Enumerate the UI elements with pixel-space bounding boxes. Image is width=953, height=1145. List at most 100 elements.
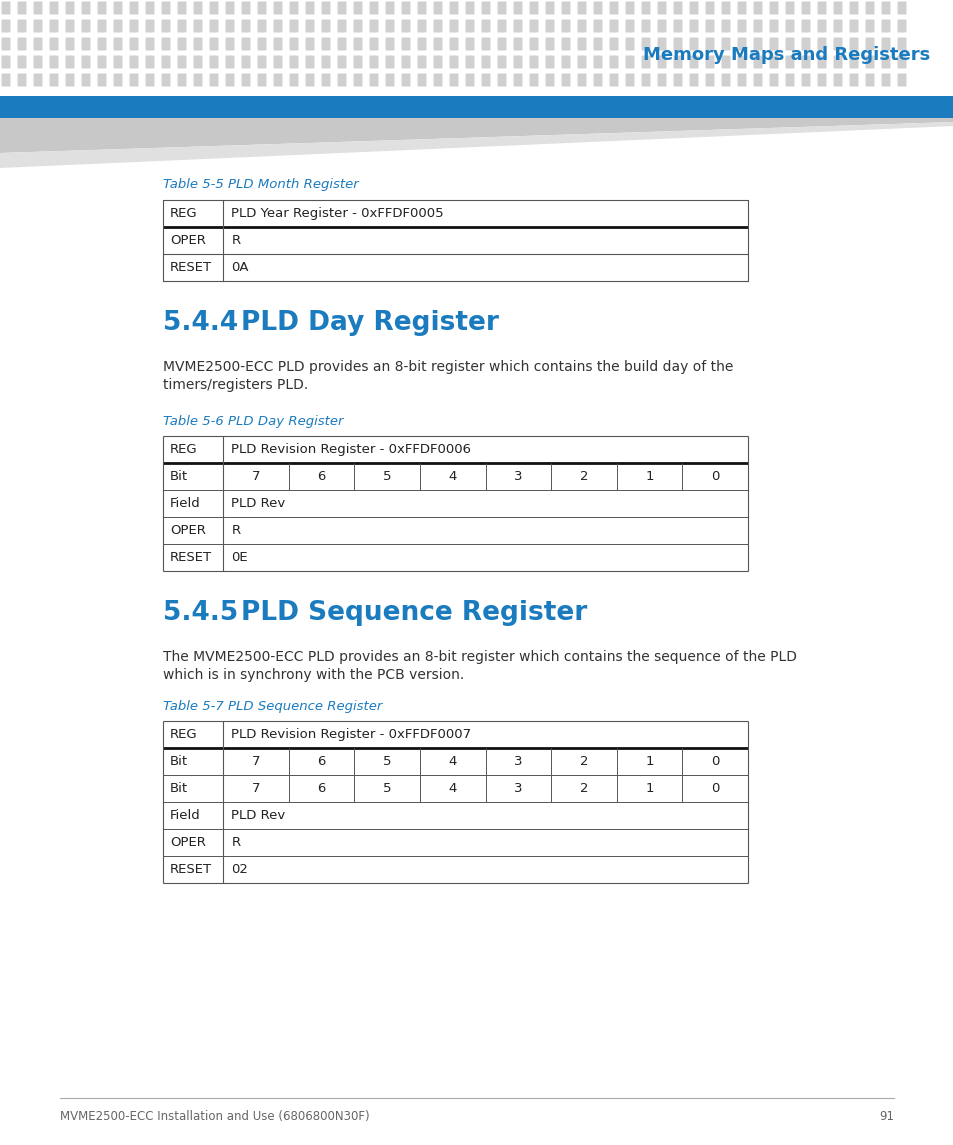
FancyBboxPatch shape [737,19,745,32]
Text: Field: Field [170,497,200,510]
FancyBboxPatch shape [848,55,858,69]
Text: 02: 02 [231,863,248,876]
Text: 4: 4 [448,469,456,483]
FancyBboxPatch shape [113,38,122,50]
FancyBboxPatch shape [433,19,442,32]
FancyBboxPatch shape [801,55,810,69]
FancyBboxPatch shape [769,55,778,69]
FancyBboxPatch shape [465,19,474,32]
FancyBboxPatch shape [881,55,889,69]
FancyBboxPatch shape [354,73,362,87]
FancyBboxPatch shape [161,38,171,50]
FancyBboxPatch shape [146,73,154,87]
FancyBboxPatch shape [33,19,43,32]
FancyBboxPatch shape [241,1,251,15]
FancyBboxPatch shape [609,1,618,15]
FancyBboxPatch shape [657,55,666,69]
FancyBboxPatch shape [66,1,74,15]
FancyBboxPatch shape [241,38,251,50]
FancyBboxPatch shape [513,38,522,50]
FancyBboxPatch shape [577,55,586,69]
FancyBboxPatch shape [848,73,858,87]
FancyBboxPatch shape [274,73,282,87]
FancyBboxPatch shape [385,19,395,32]
FancyBboxPatch shape [640,73,650,87]
FancyBboxPatch shape [673,38,681,50]
FancyBboxPatch shape [705,38,714,50]
FancyBboxPatch shape [97,19,107,32]
FancyBboxPatch shape [177,73,186,87]
FancyBboxPatch shape [449,73,458,87]
FancyBboxPatch shape [561,1,570,15]
FancyBboxPatch shape [753,55,761,69]
FancyBboxPatch shape [673,1,681,15]
FancyBboxPatch shape [321,38,330,50]
FancyBboxPatch shape [305,1,314,15]
Text: timers/registers PLD.: timers/registers PLD. [163,378,308,392]
FancyBboxPatch shape [210,38,218,50]
Text: 4: 4 [448,782,456,795]
FancyBboxPatch shape [2,73,10,87]
FancyBboxPatch shape [545,55,554,69]
FancyBboxPatch shape [657,19,666,32]
Polygon shape [0,123,953,168]
FancyBboxPatch shape [210,55,218,69]
FancyBboxPatch shape [210,1,218,15]
FancyBboxPatch shape [833,73,841,87]
FancyBboxPatch shape [433,1,442,15]
FancyBboxPatch shape [753,38,761,50]
FancyBboxPatch shape [66,19,74,32]
FancyBboxPatch shape [81,55,91,69]
Text: Bit: Bit [170,782,188,795]
FancyBboxPatch shape [17,19,27,32]
Text: MVME2500-ECC PLD provides an 8-bit register which contains the build day of the: MVME2500-ECC PLD provides an 8-bit regis… [163,360,733,374]
FancyBboxPatch shape [817,38,825,50]
FancyBboxPatch shape [97,1,107,15]
FancyBboxPatch shape [50,1,58,15]
FancyBboxPatch shape [784,1,794,15]
Text: MVME2500-ECC Installation and Use (6806800N30F): MVME2500-ECC Installation and Use (68068… [60,1110,369,1123]
FancyBboxPatch shape [897,19,905,32]
Text: PLD Day Register: PLD Day Register [241,310,498,335]
FancyBboxPatch shape [497,38,506,50]
FancyBboxPatch shape [449,55,458,69]
FancyBboxPatch shape [337,19,346,32]
FancyBboxPatch shape [720,19,730,32]
FancyBboxPatch shape [354,19,362,32]
Text: 0: 0 [710,782,719,795]
FancyBboxPatch shape [769,38,778,50]
Text: 1: 1 [644,755,653,768]
FancyBboxPatch shape [66,73,74,87]
FancyBboxPatch shape [897,1,905,15]
Text: 5.4.5: 5.4.5 [163,600,238,626]
Text: 0: 0 [710,755,719,768]
Text: PLD Revision Register - 0xFFDF0007: PLD Revision Register - 0xFFDF0007 [231,728,471,741]
FancyBboxPatch shape [561,55,570,69]
FancyBboxPatch shape [193,73,202,87]
FancyBboxPatch shape [545,19,554,32]
FancyBboxPatch shape [66,38,74,50]
Text: R: R [231,524,240,537]
Text: Bit: Bit [170,755,188,768]
Bar [0,96,953,118]
Text: R: R [231,234,240,247]
FancyBboxPatch shape [146,55,154,69]
FancyBboxPatch shape [354,1,362,15]
FancyBboxPatch shape [130,38,138,50]
FancyBboxPatch shape [385,1,395,15]
FancyBboxPatch shape [146,1,154,15]
FancyBboxPatch shape [321,55,330,69]
Text: 5: 5 [382,782,391,795]
FancyBboxPatch shape [193,38,202,50]
FancyBboxPatch shape [609,38,618,50]
Text: REG: REG [170,728,197,741]
FancyBboxPatch shape [817,55,825,69]
FancyBboxPatch shape [593,19,602,32]
Text: The MVME2500-ECC PLD provides an 8-bit register which contains the sequence of t: The MVME2500-ECC PLD provides an 8-bit r… [163,650,796,664]
FancyBboxPatch shape [417,55,426,69]
FancyBboxPatch shape [385,38,395,50]
FancyBboxPatch shape [241,55,251,69]
FancyBboxPatch shape [513,73,522,87]
FancyBboxPatch shape [66,55,74,69]
FancyBboxPatch shape [210,73,218,87]
